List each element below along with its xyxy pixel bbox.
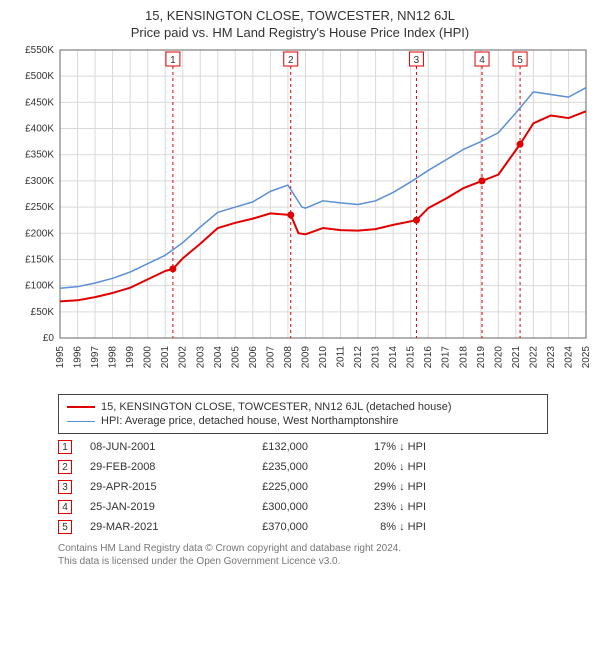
svg-text:3: 3 — [414, 55, 420, 66]
svg-text:£200K: £200K — [25, 228, 54, 239]
event-date: 29-MAR-2021 — [90, 521, 200, 533]
svg-text:2013: 2013 — [371, 346, 382, 369]
svg-text:2004: 2004 — [213, 346, 224, 369]
svg-text:2001: 2001 — [160, 346, 171, 369]
svg-text:2022: 2022 — [528, 346, 539, 369]
svg-text:2003: 2003 — [195, 346, 206, 369]
event-row: 5 29-MAR-2021 £370,000 8% ↓ HPI — [58, 520, 580, 534]
footer-line: This data is licensed under the Open Gov… — [58, 555, 580, 568]
svg-text:2: 2 — [288, 55, 294, 66]
event-row: 4 25-JAN-2019 £300,000 23% ↓ HPI — [58, 500, 580, 514]
svg-text:2024: 2024 — [563, 346, 574, 369]
event-price: £225,000 — [218, 481, 308, 493]
svg-text:2025: 2025 — [581, 346, 590, 369]
event-pct: 23% ↓ HPI — [326, 501, 426, 513]
svg-text:£0: £0 — [43, 333, 55, 344]
svg-text:2000: 2000 — [143, 346, 154, 369]
svg-text:£450K: £450K — [25, 97, 54, 108]
svg-text:1996: 1996 — [73, 346, 84, 369]
legend-label: HPI: Average price, detached house, West… — [101, 415, 398, 427]
svg-text:5: 5 — [517, 55, 523, 66]
event-badge: 4 — [58, 500, 72, 514]
svg-text:2023: 2023 — [546, 346, 557, 369]
event-pct: 29% ↓ HPI — [326, 481, 426, 493]
event-row: 1 08-JUN-2001 £132,000 17% ↓ HPI — [58, 440, 580, 454]
svg-text:£500K: £500K — [25, 71, 54, 82]
svg-text:2011: 2011 — [336, 346, 347, 368]
footer-line: Contains HM Land Registry data © Crown c… — [58, 542, 580, 555]
event-badge: 2 — [58, 460, 72, 474]
svg-text:2015: 2015 — [406, 346, 417, 369]
event-price: £300,000 — [218, 501, 308, 513]
svg-text:2020: 2020 — [493, 346, 504, 369]
chart-svg: £0 £50K £100K £150K £200K £250K £300K £350K £400… — [10, 46, 590, 386]
svg-text:2002: 2002 — [178, 346, 189, 369]
svg-text:4: 4 — [479, 55, 485, 66]
legend: 15, KENSINGTON CLOSE, TOWCESTER, NN12 6J… — [58, 394, 548, 434]
svg-text:2012: 2012 — [353, 346, 364, 369]
event-price: £235,000 — [218, 461, 308, 473]
event-badge: 5 — [58, 520, 72, 534]
svg-text:1998: 1998 — [108, 346, 119, 369]
svg-text:1995: 1995 — [55, 346, 66, 369]
svg-text:2014: 2014 — [388, 346, 399, 369]
svg-text:£50K: £50K — [31, 307, 55, 318]
event-badge: 3 — [58, 480, 72, 494]
svg-text:1999: 1999 — [125, 346, 136, 369]
legend-swatch — [67, 406, 95, 408]
svg-text:2008: 2008 — [283, 346, 294, 369]
event-date: 25-JAN-2019 — [90, 501, 200, 513]
legend-item: 15, KENSINGTON CLOSE, TOWCESTER, NN12 6J… — [67, 401, 539, 413]
chart-title: 15, KENSINGTON CLOSE, TOWCESTER, NN12 6J… — [10, 8, 590, 23]
event-date: 29-FEB-2008 — [90, 461, 200, 473]
svg-text:2005: 2005 — [230, 346, 241, 369]
svg-text:£100K: £100K — [25, 281, 54, 292]
legend-label: 15, KENSINGTON CLOSE, TOWCESTER, NN12 6J… — [101, 401, 452, 413]
event-date: 29-APR-2015 — [90, 481, 200, 493]
event-price: £370,000 — [218, 521, 308, 533]
svg-text:£550K: £550K — [25, 46, 54, 56]
svg-text:£300K: £300K — [25, 176, 54, 187]
footer-attribution: Contains HM Land Registry data © Crown c… — [58, 542, 580, 568]
event-badge: 1 — [58, 440, 72, 454]
svg-text:2009: 2009 — [300, 346, 311, 369]
svg-text:2019: 2019 — [476, 346, 487, 369]
svg-text:2010: 2010 — [318, 346, 329, 369]
chart-subtitle: Price paid vs. HM Land Registry's House … — [10, 25, 590, 40]
svg-text:£150K: £150K — [25, 254, 54, 265]
event-price: £132,000 — [218, 441, 308, 453]
event-row: 3 29-APR-2015 £225,000 29% ↓ HPI — [58, 480, 580, 494]
legend-item: HPI: Average price, detached house, West… — [67, 415, 539, 427]
svg-text:1: 1 — [170, 55, 176, 66]
event-pct: 17% ↓ HPI — [326, 441, 426, 453]
event-pct: 20% ↓ HPI — [326, 461, 426, 473]
svg-text:2018: 2018 — [458, 346, 469, 369]
legend-swatch — [67, 421, 95, 422]
event-date: 08-JUN-2001 — [90, 441, 200, 453]
svg-text:1997: 1997 — [90, 346, 101, 369]
events-table: 1 08-JUN-2001 £132,000 17% ↓ HPI 2 29-FEB-200… — [58, 440, 580, 534]
chart-area: £0 £50K £100K £150K £200K £250K £300K £350K £400… — [10, 46, 590, 386]
svg-text:2007: 2007 — [265, 346, 276, 369]
event-row: 2 29-FEB-2008 £235,000 20% ↓ HPI — [58, 460, 580, 474]
svg-text:2021: 2021 — [511, 346, 522, 369]
svg-text:2006: 2006 — [248, 346, 259, 369]
svg-text:£400K: £400K — [25, 124, 54, 135]
svg-text:£250K: £250K — [25, 202, 54, 213]
svg-text:2016: 2016 — [423, 346, 434, 369]
svg-text:2017: 2017 — [441, 346, 452, 369]
event-pct: 8% ↓ HPI — [326, 521, 426, 533]
svg-text:£350K: £350K — [25, 150, 54, 161]
